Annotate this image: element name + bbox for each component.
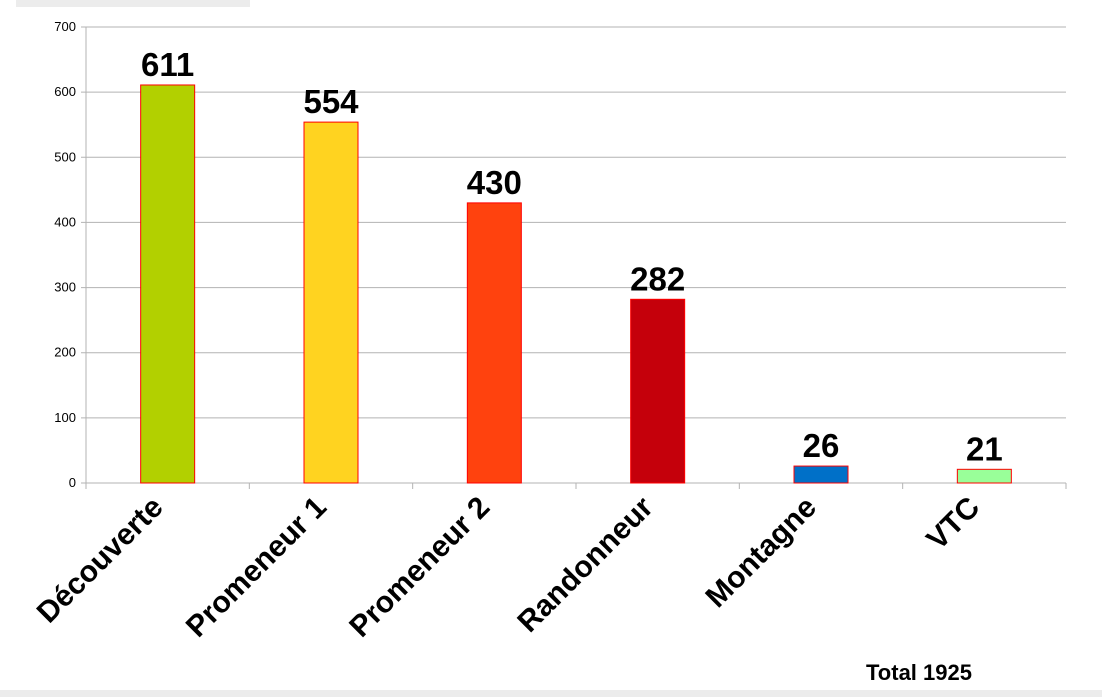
bars	[140, 84, 1012, 484]
bar-4	[793, 465, 849, 484]
y-axis-ticks: 0 100 200 300 400 500 600 700	[54, 19, 76, 490]
bar-5	[956, 468, 1012, 484]
data-label: 26	[803, 427, 840, 464]
y-tick-label: 700	[54, 19, 76, 34]
data-label: 430	[467, 164, 522, 201]
y-tick-label: 200	[54, 345, 76, 360]
bar-1	[303, 121, 359, 484]
data-label: 611	[141, 46, 194, 83]
bar-3	[630, 298, 686, 484]
x-tick-label: Montagne	[699, 491, 823, 615]
y-tick-label: 400	[54, 214, 76, 229]
data-label: 282	[630, 260, 685, 297]
y-tick-label: 0	[69, 475, 76, 490]
top-edge-bar	[16, 0, 250, 7]
x-tick-label: VTC	[921, 491, 987, 557]
x-tick-label: Découverte	[31, 491, 170, 630]
x-tick-label: Promeneur 1	[180, 491, 333, 644]
y-tick-label: 600	[54, 84, 76, 99]
x-axis-ticks: Découverte Promeneur 1 Promeneur 2 Randonne…	[31, 490, 987, 643]
bar-0	[140, 84, 196, 484]
gridlines	[81, 26, 1067, 489]
y-tick-label: 100	[54, 410, 76, 425]
data-label: 21	[966, 430, 1003, 467]
x-tick-label: Promeneur 2	[343, 491, 496, 644]
total-annotation: Total 1925	[866, 660, 972, 685]
bar-2	[466, 202, 522, 484]
x-tick-label: Randonneur	[511, 490, 659, 638]
data-labels: 611 554 430 282 26 21	[141, 46, 1003, 467]
y-tick-label: 500	[54, 149, 76, 164]
y-tick-label: 300	[54, 280, 76, 295]
data-label: 554	[303, 83, 359, 120]
bottom-edge-bar	[0, 690, 1102, 697]
